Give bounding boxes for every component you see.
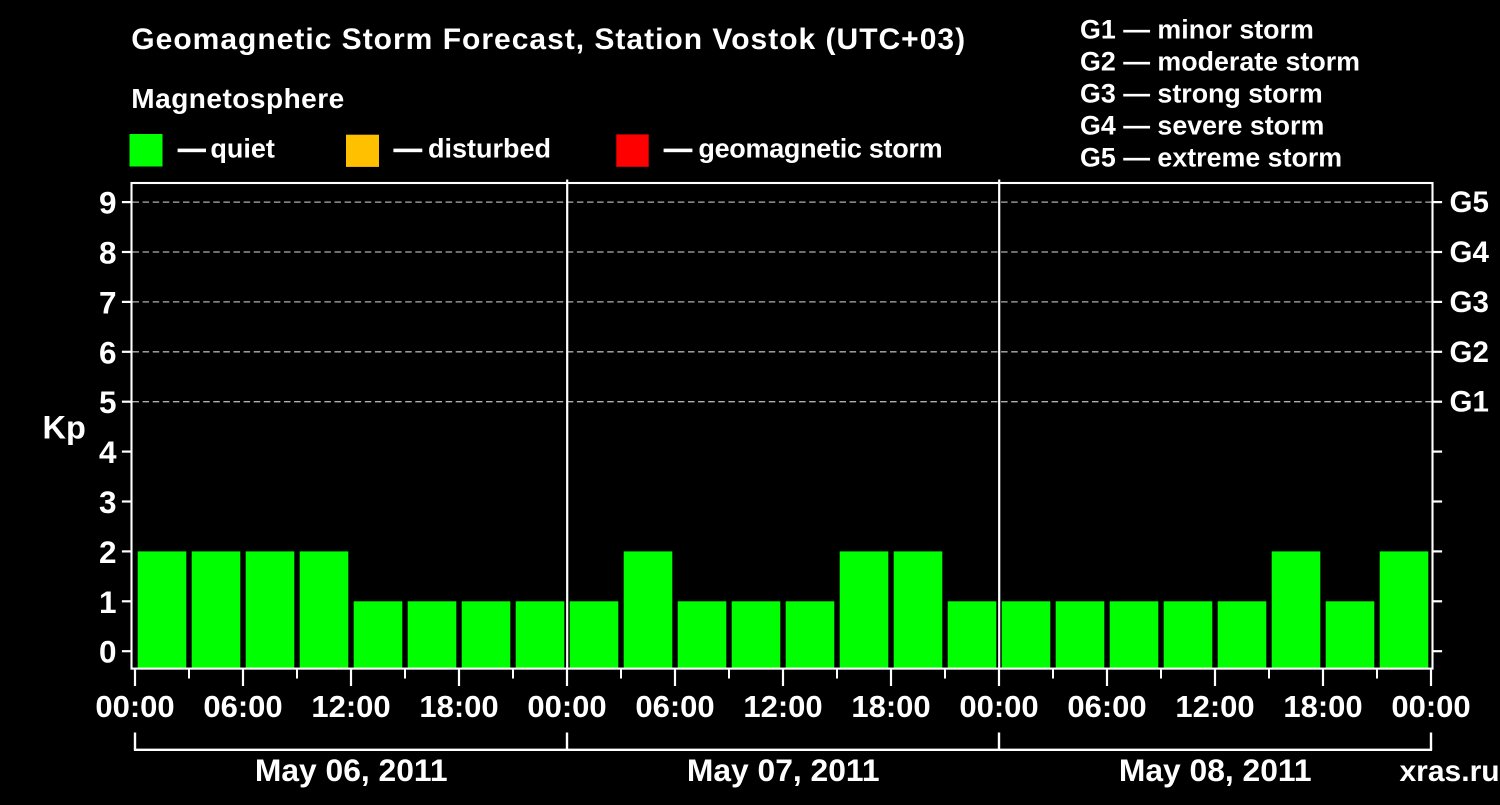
svg-text:G2 — moderate storm: G2 — moderate storm: [1080, 46, 1360, 76]
svg-text:Geomagnetic Storm Forecast, St: Geomagnetic Storm Forecast, Station Vost…: [131, 23, 966, 56]
svg-text:12:00: 12:00: [743, 689, 822, 724]
svg-text:xras.ru: xras.ru: [1400, 755, 1500, 788]
svg-text:6: 6: [99, 334, 117, 370]
svg-text:G1: G1: [1450, 386, 1489, 419]
svg-text:G5: G5: [1450, 186, 1489, 219]
svg-text:4: 4: [99, 434, 117, 470]
svg-text:06:00: 06:00: [635, 689, 714, 724]
svg-text:3: 3: [99, 484, 117, 520]
svg-text:00:00: 00:00: [95, 689, 174, 724]
svg-text:12:00: 12:00: [1175, 689, 1254, 724]
svg-text:G1 — minor storm: G1 — minor storm: [1080, 14, 1314, 44]
svg-text:0: 0: [99, 634, 117, 670]
svg-text:May 08, 2011: May 08, 2011: [1119, 752, 1312, 788]
svg-text:May 07, 2011: May 07, 2011: [687, 752, 880, 788]
svg-text:Magnetosphere: Magnetosphere: [131, 83, 344, 114]
svg-text:G3 — strong storm: G3 — strong storm: [1080, 79, 1323, 109]
svg-text:06:00: 06:00: [1067, 689, 1146, 724]
svg-text:G4: G4: [1450, 236, 1490, 269]
svg-text:geomagnetic storm: geomagnetic storm: [698, 133, 942, 163]
svg-text:7: 7: [99, 284, 117, 320]
svg-text:G2: G2: [1450, 336, 1489, 369]
svg-text:quiet: quiet: [210, 133, 275, 163]
svg-text:disturbed: disturbed: [428, 133, 551, 163]
svg-text:06:00: 06:00: [203, 689, 282, 724]
svg-text:18:00: 18:00: [851, 689, 930, 724]
svg-text:00:00: 00:00: [959, 689, 1038, 724]
svg-text:2: 2: [99, 534, 117, 570]
svg-text:00:00: 00:00: [1391, 689, 1470, 724]
svg-text:18:00: 18:00: [419, 689, 498, 724]
svg-text:00:00: 00:00: [527, 689, 606, 724]
svg-text:Kp: Kp: [43, 410, 86, 446]
svg-text:18:00: 18:00: [1283, 689, 1362, 724]
svg-text:May 06, 2011: May 06, 2011: [255, 752, 448, 788]
svg-text:G3: G3: [1450, 286, 1489, 319]
svg-text:1: 1: [99, 584, 117, 620]
svg-text:9: 9: [99, 185, 117, 221]
svg-text:12:00: 12:00: [311, 689, 390, 724]
svg-text:5: 5: [99, 384, 117, 420]
svg-text:G4 — severe storm: G4 — severe storm: [1080, 111, 1324, 141]
svg-text:G5 — extreme storm: G5 — extreme storm: [1080, 143, 1342, 173]
svg-text:8: 8: [99, 235, 117, 271]
